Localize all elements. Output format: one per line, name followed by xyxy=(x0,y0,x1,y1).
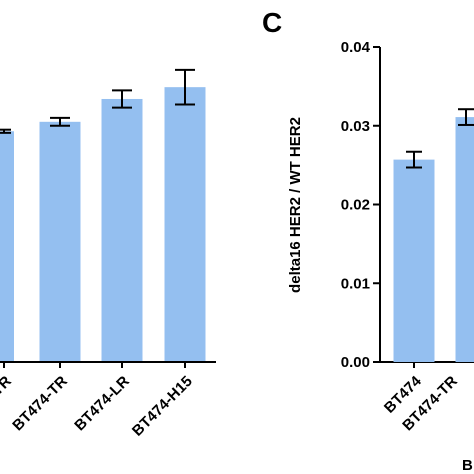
y-tick-label-0.04: 0.04 xyxy=(341,39,371,56)
y-tick-label-0.01: 0.01 xyxy=(341,275,370,292)
error-bar-c-bt474 xyxy=(406,150,422,169)
y-tick-label-0.03: 0.03 xyxy=(341,118,370,135)
y-axis-title: delta16 HER2 / WT HER2 xyxy=(287,117,304,293)
panel-letter-c: C xyxy=(262,7,282,38)
x-tick-label-bt474-lr: BT474-LR xyxy=(71,373,133,435)
right-bar-chart-c: C delta16 HER2 / WT HER2 0.00 0.01 0.02 0.0… xyxy=(262,7,474,474)
bar-c-bt474 xyxy=(393,159,435,362)
error-bar-bt474-h15 xyxy=(175,68,195,106)
bar-partial-left xyxy=(0,131,14,362)
bar-bt474-tr xyxy=(39,121,81,362)
y-tick-label-0.02: 0.02 xyxy=(341,197,370,214)
bar-bt474-lr xyxy=(101,98,143,362)
x-tick-label-c-partial: B xyxy=(462,457,473,474)
bar-bt474-h15 xyxy=(164,87,206,362)
bar-c-bt474-tr xyxy=(455,117,474,363)
x-tick-label-bt474-h15: BT474-H15 xyxy=(129,373,196,440)
x-tick-label-bt474-tr: BT474-TR xyxy=(9,373,71,435)
error-bar-partial-left xyxy=(0,128,11,134)
error-bar-c-bt474-tr xyxy=(458,108,474,126)
y-tick-label-0.00: 0.00 xyxy=(341,354,370,371)
error-bar-bt474-tr xyxy=(50,116,70,127)
error-bar-bt474-lr xyxy=(112,89,132,109)
